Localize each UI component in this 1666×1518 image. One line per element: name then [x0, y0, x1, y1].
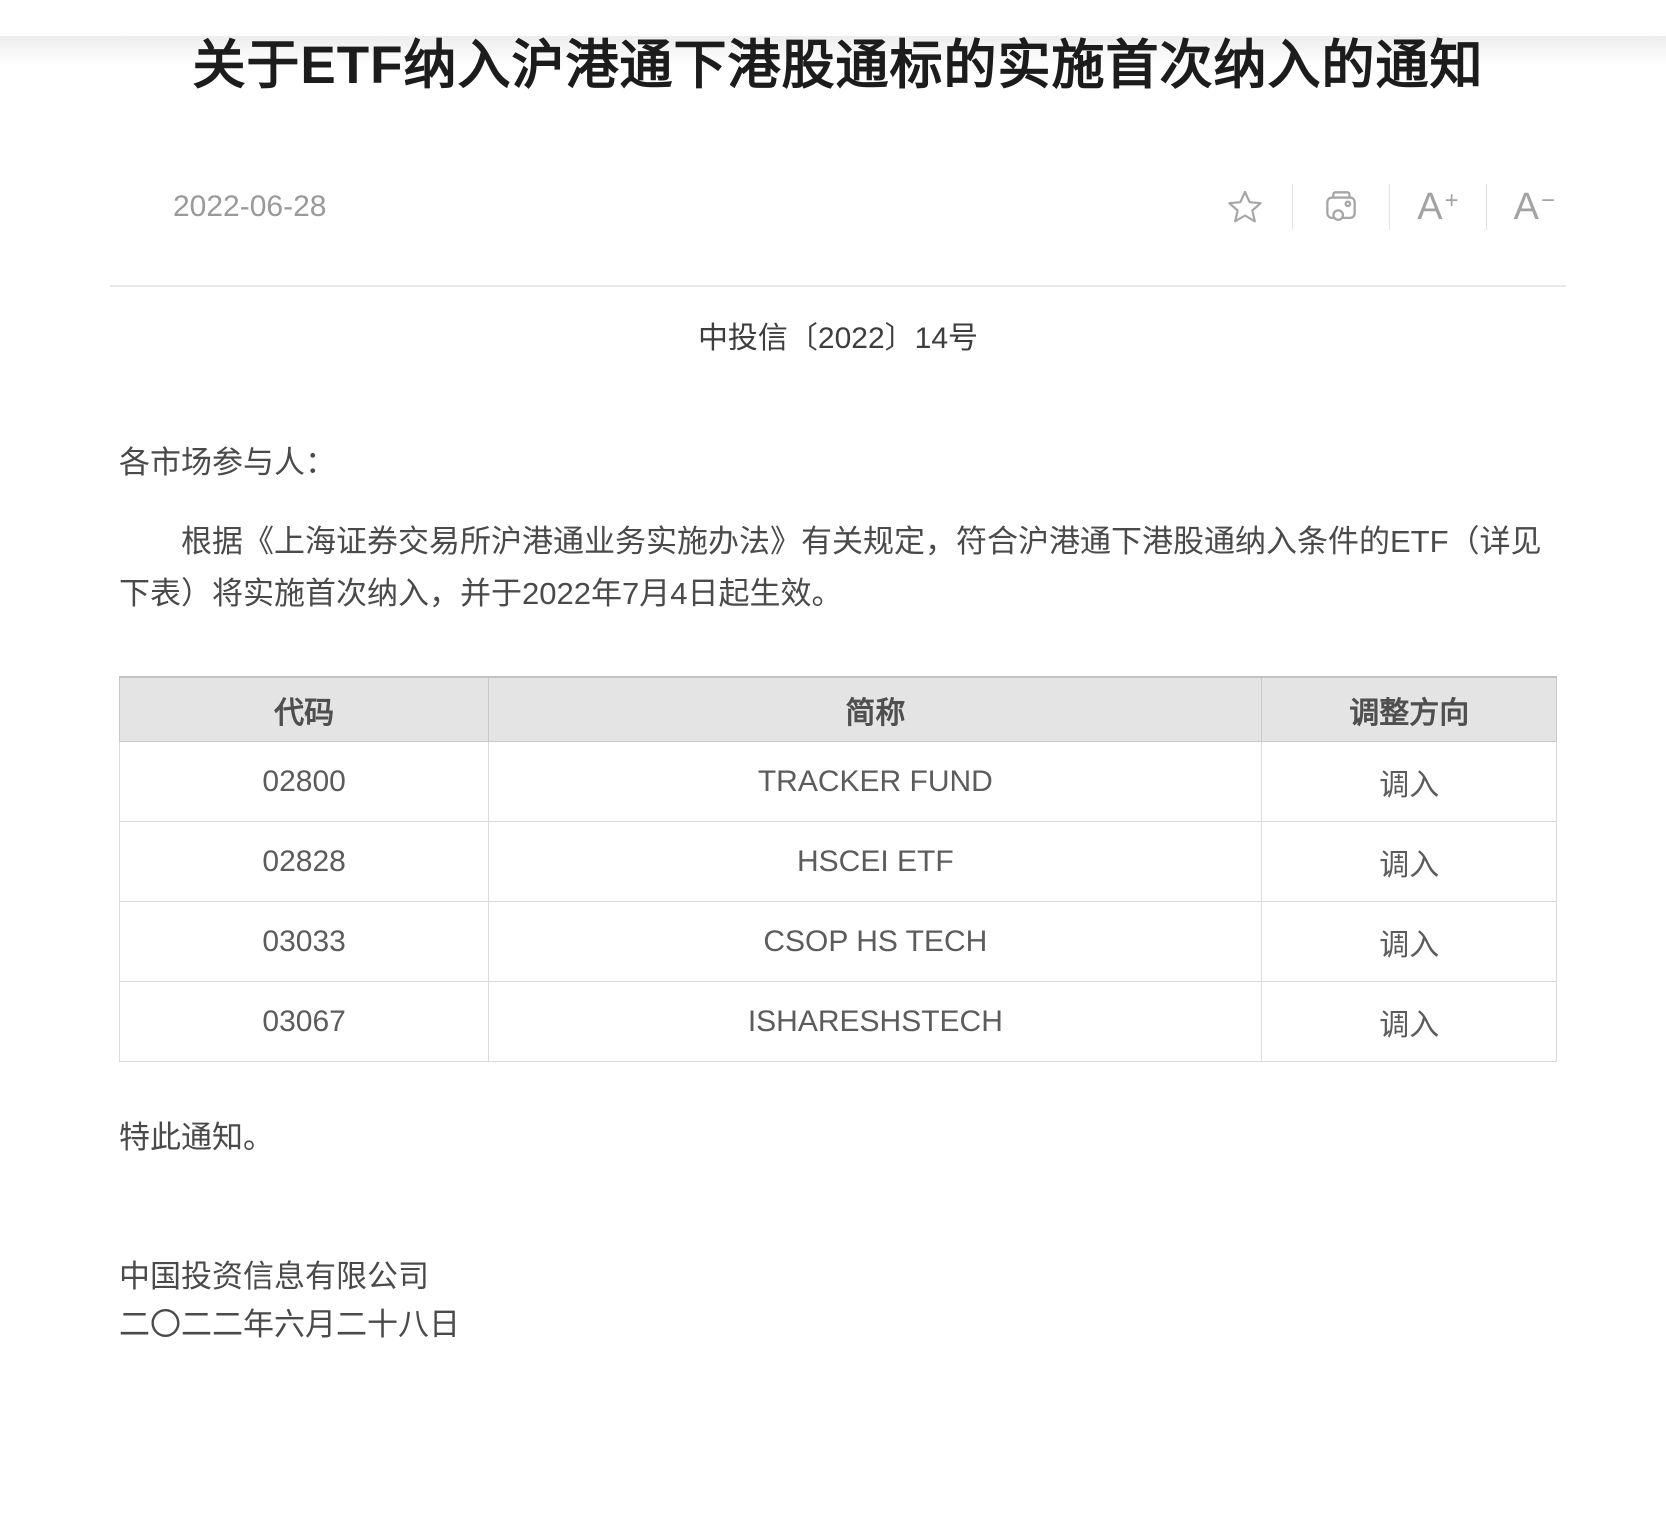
cell-code: 03067 [118, 981, 490, 1063]
cell-direction: 调入 [1261, 821, 1557, 903]
closing-line: 特此通知。 [119, 1120, 274, 1156]
salutation: 各市场参与人： [119, 444, 336, 480]
column-header-direction: 调整方向 [1261, 675, 1557, 743]
cell-direction: 调入 [1261, 981, 1557, 1063]
cell-direction: 调入 [1261, 901, 1557, 983]
table-row: 03067 ISHARESHSTECH 调入 [118, 981, 1557, 1063]
document-number: 中投信〔2022〕14号 [697, 321, 979, 355]
font-decrease-icon: A− [1513, 185, 1555, 228]
font-increase-button[interactable]: A+ [1390, 188, 1485, 226]
cell-name: CSOP HS TECH [488, 901, 1263, 983]
article-toolbar: A+ A− [1198, 183, 1557, 230]
cell-name: HSCEI ETF [488, 821, 1263, 903]
notice-page: 关于ETF纳入沪港通下港股通标的实施首次纳入的通知 2022-06-28 [0, 36, 1666, 1349]
cell-code: 02828 [118, 821, 490, 903]
horizontal-divider [110, 284, 1566, 287]
signature-company: 中国投资信息有限公司 [119, 1259, 429, 1295]
page-title: 关于ETF纳入沪港通下港股通标的实施首次纳入的通知 [192, 36, 1484, 95]
toolbar-divider [1292, 183, 1294, 230]
etf-inclusion-table: 代码 简称 调整方向 02800 TRACKER FUND 调入 02828 H… [118, 675, 1557, 1063]
table-header-row: 代码 简称 调整方向 [118, 675, 1557, 743]
print-button[interactable] [1293, 186, 1389, 228]
cell-direction: 调入 [1261, 741, 1557, 823]
notice-paragraph: 根据《上海证券交易所沪港通业务实施办法》有关规定，符合沪港通下港股通纳入条件的E… [119, 523, 1542, 611]
meta-row: 2022-06-28 [119, 181, 1557, 233]
table-row: 03033 CSOP HS TECH 调入 [118, 901, 1557, 983]
toolbar-divider [1485, 183, 1487, 230]
cell-name: ISHARESHSTECH [488, 981, 1263, 1063]
signature-date: 二〇二二年六月二十八日 [119, 1307, 460, 1343]
cell-code: 02800 [118, 741, 490, 823]
publish-date: 2022-06-28 [173, 189, 327, 223]
column-header-code: 代码 [118, 675, 490, 743]
toolbar-divider [1389, 183, 1391, 230]
signature-block: 中国投资信息有限公司 二〇二二年六月二十八日 [119, 1253, 1557, 1349]
table-row: 02800 TRACKER FUND 调入 [118, 741, 1557, 823]
favorite-button[interactable] [1198, 187, 1292, 227]
star-icon [1225, 187, 1265, 227]
cell-code: 03033 [118, 901, 490, 983]
cell-name: TRACKER FUND [488, 741, 1263, 823]
column-header-name: 简称 [488, 675, 1263, 743]
font-decrease-button[interactable]: A− [1487, 188, 1557, 226]
font-increase-icon: A+ [1417, 185, 1459, 228]
printer-icon [1320, 186, 1362, 228]
table-row: 02828 HSCEI ETF 调入 [118, 821, 1557, 903]
